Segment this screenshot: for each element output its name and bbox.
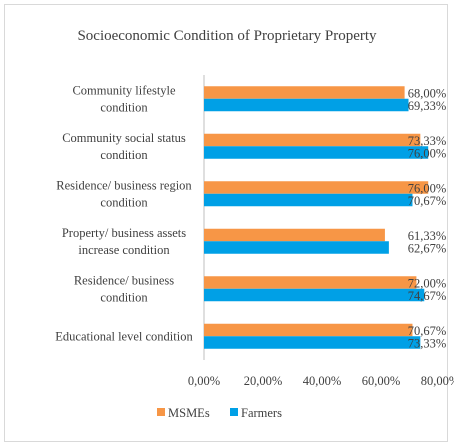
bar-msmes bbox=[204, 181, 429, 194]
x-tick-label: 60,00% bbox=[362, 374, 401, 388]
category-label: condition bbox=[100, 195, 148, 209]
category-label: condition bbox=[100, 100, 148, 114]
chart-title: Socioeconomic Condition of Proprietary P… bbox=[77, 28, 377, 44]
category-label: increase condition bbox=[78, 243, 170, 257]
plot-area: Community lifestyle condition 68,00%69,33%… bbox=[55, 83, 454, 388]
category-label: Community lifestyle bbox=[72, 83, 176, 97]
bar-farmers bbox=[204, 241, 389, 254]
x-tick-label: 20,00% bbox=[244, 374, 283, 388]
bar-msmes bbox=[204, 276, 417, 289]
category-label: Property/ business assets bbox=[62, 226, 186, 240]
data-label-msmes: 61,33% bbox=[408, 229, 447, 243]
data-label-farmers: 69,33% bbox=[408, 99, 447, 113]
chart-frame bbox=[4, 4, 448, 442]
legend-label-msmes: MSMEs bbox=[168, 406, 210, 420]
category-label: condition bbox=[100, 290, 148, 304]
bar-msmes bbox=[204, 323, 413, 337]
category-label: Residence/ business region bbox=[56, 178, 192, 192]
data-label-farmers: 73,33% bbox=[408, 336, 447, 350]
data-label-farmers: 76,00% bbox=[408, 146, 447, 160]
legend: MSMEs Farmers bbox=[157, 406, 282, 420]
x-tick-label: 80,00% bbox=[421, 374, 454, 388]
data-label-msmes: 68,00% bbox=[408, 86, 447, 100]
bar-msmes bbox=[204, 86, 405, 99]
legend-label-farmers: Farmers bbox=[241, 406, 282, 420]
data-label-msmes: 76,00% bbox=[408, 181, 447, 195]
data-label-farmers: 62,67% bbox=[408, 241, 447, 255]
legend-swatch-msmes bbox=[157, 408, 165, 416]
bar-farmers bbox=[204, 193, 413, 207]
legend-swatch-farmers bbox=[230, 408, 238, 416]
category-label: Community social status bbox=[62, 131, 186, 145]
data-label-farmers: 70,67% bbox=[408, 194, 447, 208]
data-label-farmers: 74,67% bbox=[408, 289, 447, 303]
data-label-msmes: 73,33% bbox=[408, 134, 447, 148]
bar-farmers bbox=[204, 336, 421, 349]
bar-msmes bbox=[204, 133, 421, 147]
data-label-msmes: 70,67% bbox=[408, 324, 447, 338]
x-tick-label: 0,00% bbox=[188, 374, 220, 388]
category-label: condition bbox=[100, 148, 148, 162]
bar-farmers bbox=[204, 146, 429, 159]
data-label-msmes: 72,00% bbox=[408, 276, 447, 290]
bar-farmers bbox=[204, 98, 409, 112]
bar-farmers bbox=[204, 288, 425, 302]
category-label: Residence/ business bbox=[74, 273, 174, 287]
bar-msmes bbox=[204, 228, 385, 242]
category-label: Educational level condition bbox=[55, 329, 193, 343]
x-tick-label: 40,00% bbox=[303, 374, 342, 388]
